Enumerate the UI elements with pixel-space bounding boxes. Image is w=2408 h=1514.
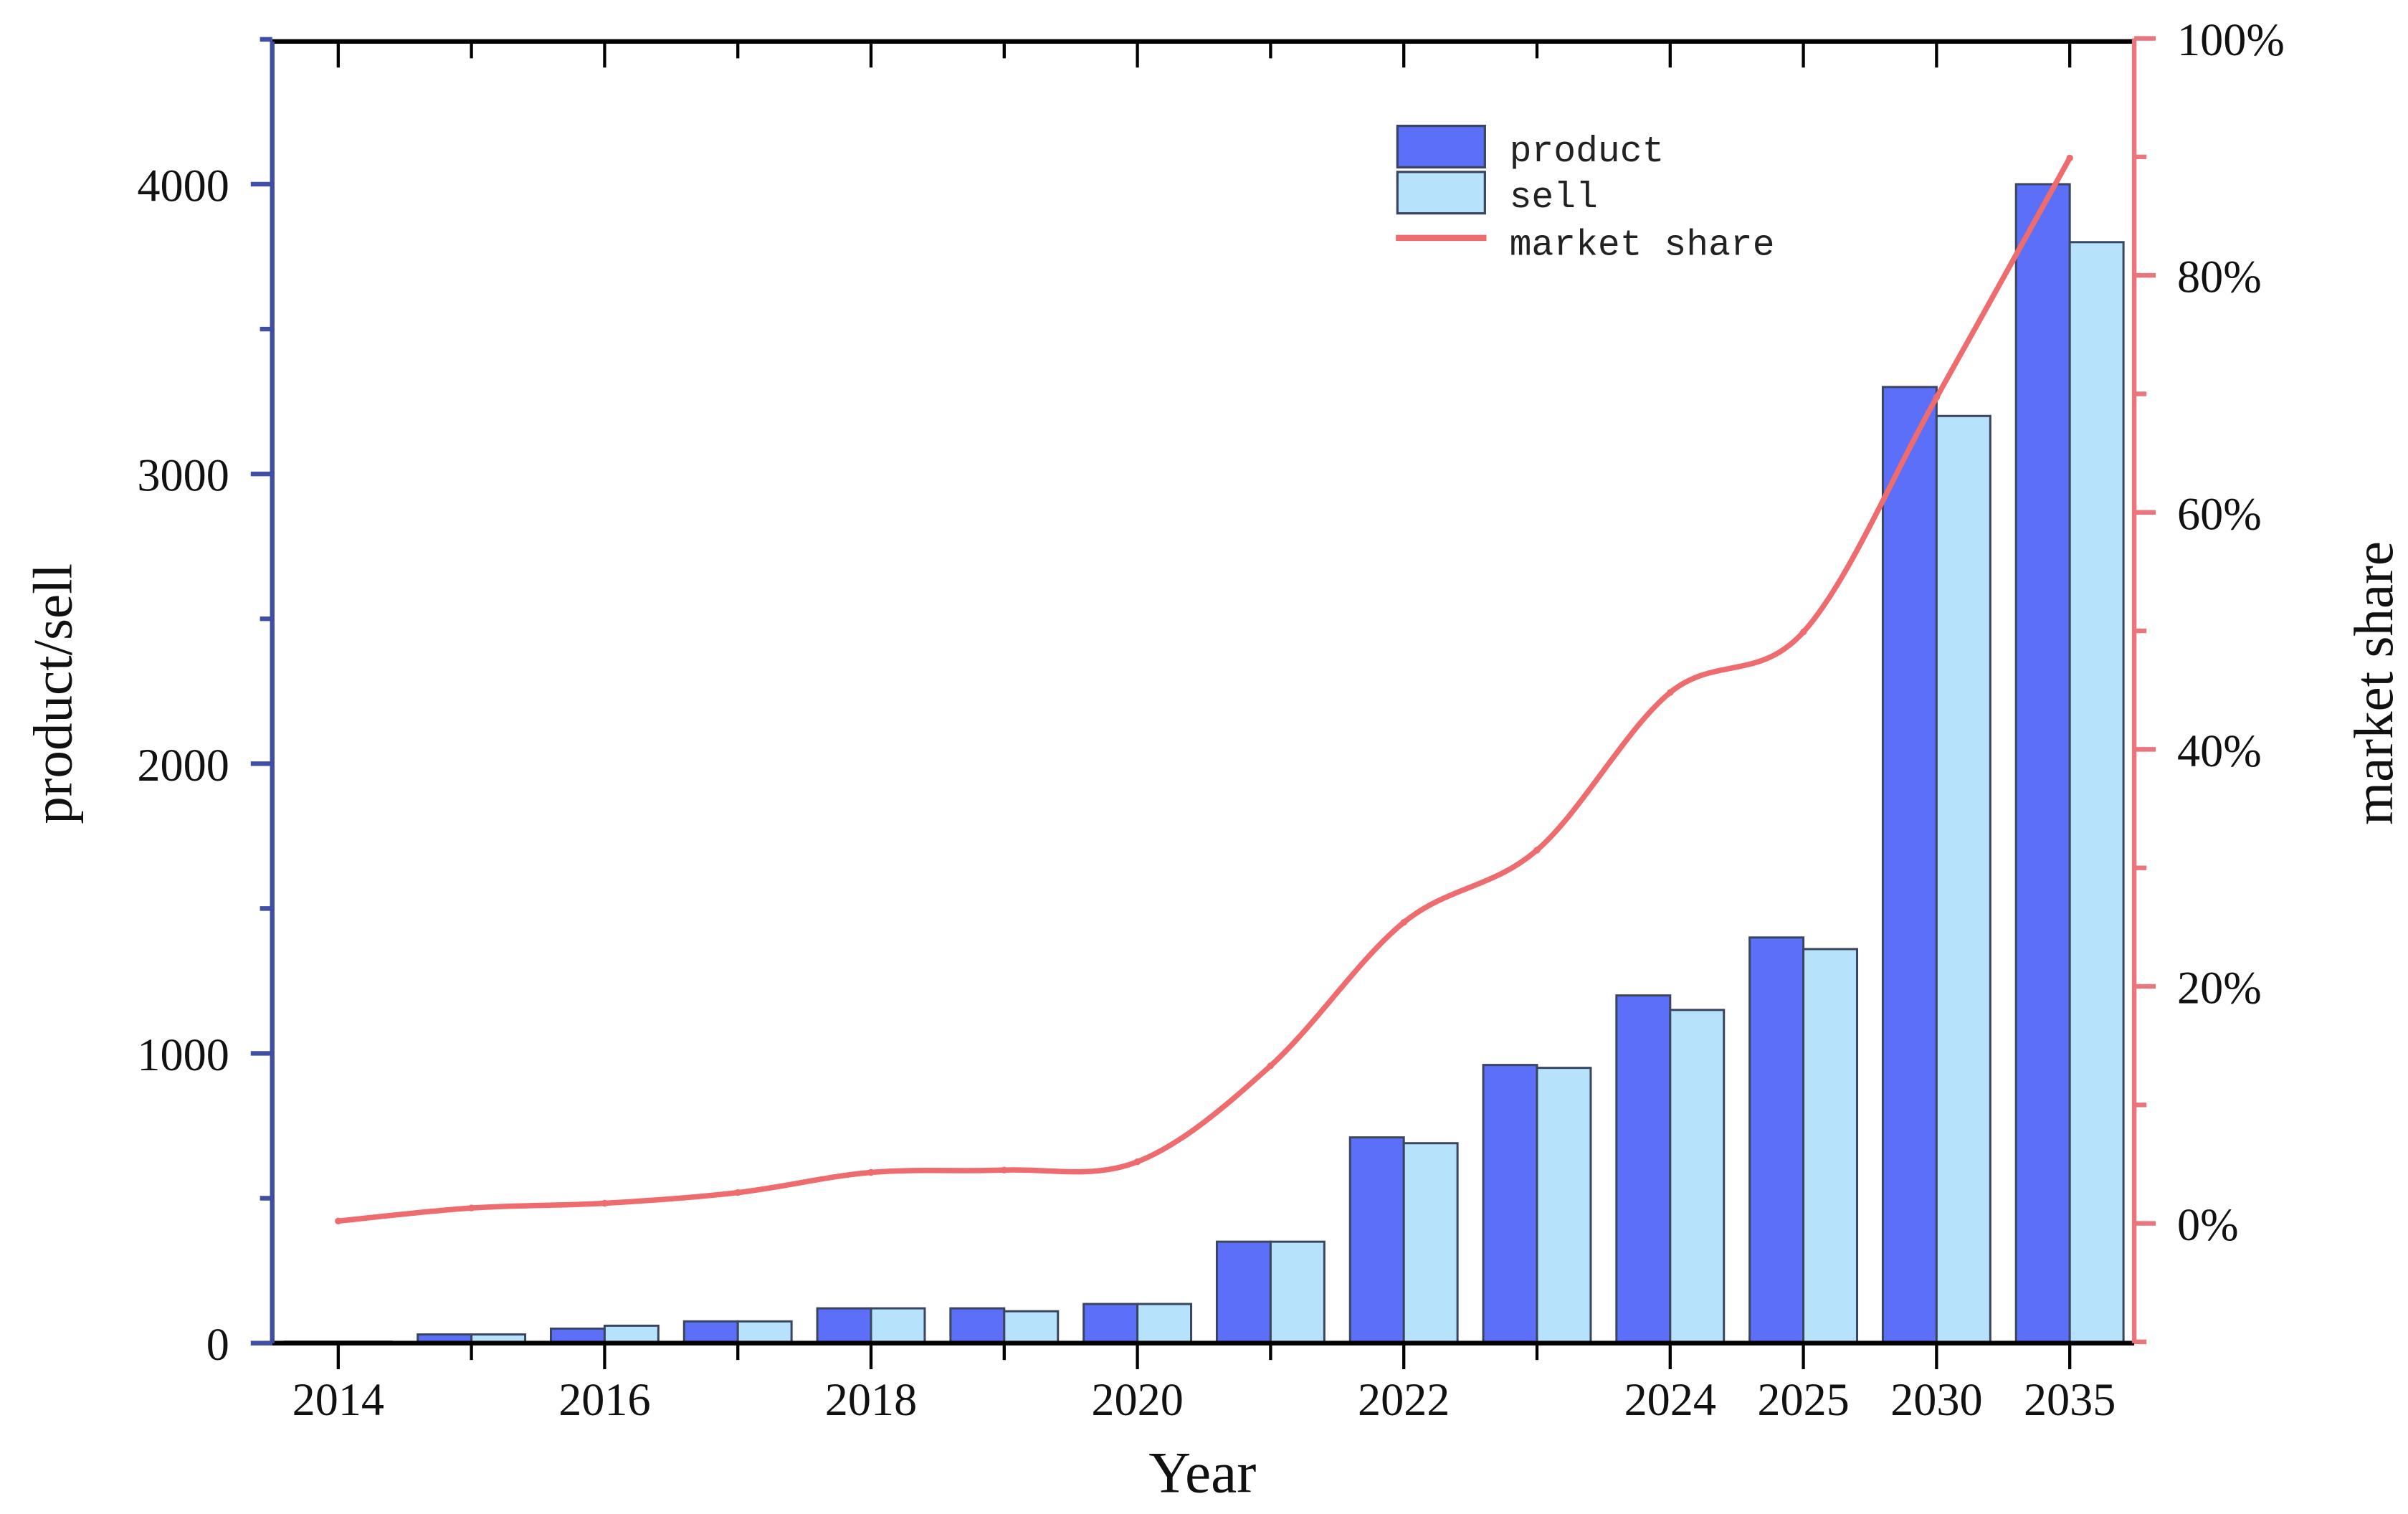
x-tick-label: 2035: [2024, 1374, 2116, 1425]
bar-sell-2030: [1935, 414, 1991, 1345]
legend-label-sell: sell: [1510, 177, 1598, 219]
bar-product-2022: [1348, 1136, 1405, 1345]
market-share-point-2022: [1400, 918, 1407, 926]
x-tick-label: 2022: [1358, 1374, 1450, 1425]
left-tick-label: 4000: [137, 161, 229, 211]
x-tick-label: 2020: [1091, 1374, 1183, 1425]
x-tick-label: 2016: [558, 1374, 650, 1425]
bar-product-2018: [816, 1307, 872, 1345]
bar-product-2020: [1082, 1303, 1139, 1345]
left-y-axis-title: product/sell: [22, 563, 83, 824]
market-share-point-2018: [867, 1168, 875, 1176]
left-tick-label: 2000: [137, 740, 229, 791]
market-share-line: [338, 156, 2073, 1224]
right-tick-label: 80%: [2177, 252, 2262, 303]
market-share-line-layer: [335, 154, 2073, 1224]
bar-sell-2023: [1536, 1067, 1592, 1345]
right-y-axis: 0% 20% 40% 60% 80% 100%: [2131, 14, 2285, 1345]
bar-product-2021: [1215, 1240, 1272, 1345]
bar-sell-2021: [1269, 1240, 1326, 1345]
market-share-point-2030: [1933, 394, 1941, 401]
bar-product-2025: [1748, 936, 1805, 1345]
market-share-point-2014: [335, 1217, 342, 1224]
bars-layer: [283, 183, 2125, 1345]
legend-swatch-sell: [1396, 171, 1486, 215]
right-y-axis-title: market share: [2343, 541, 2404, 825]
market-share-point-2019: [1001, 1166, 1008, 1173]
legend-label-market-share: market share: [1510, 224, 1775, 266]
right-tick-label: 100%: [2177, 14, 2285, 65]
bar-product-2024: [1615, 994, 1672, 1345]
x-axis: 2014 2016 2018 2020 2022 2024 2025 2030 2035: [292, 41, 2116, 1425]
bar-sell-2016: [603, 1324, 660, 1345]
market-share-point-2015: [467, 1204, 475, 1211]
left-tick-label: 0: [206, 1319, 229, 1370]
x-tick-label: 2024: [1624, 1374, 1716, 1425]
legend-swatch-product: [1396, 124, 1486, 169]
market-share-point-2017: [734, 1189, 741, 1196]
x-axis-title: Year: [1148, 1439, 1256, 1505]
legend-label-product: product: [1510, 131, 1665, 173]
x-tick-label: 2014: [292, 1374, 384, 1425]
bar-sell-2024: [1669, 1009, 1726, 1345]
market-share-point-2035: [2066, 154, 2073, 162]
market-share-point-2024: [1667, 689, 1674, 696]
market-share-point-2023: [1533, 847, 1541, 854]
bar-sell-2020: [1136, 1303, 1193, 1345]
bar-sell-2018: [870, 1307, 926, 1345]
bar-product-2019: [949, 1307, 1006, 1345]
bar-sell-2025: [1802, 948, 1859, 1345]
plot-frame: [272, 39, 2135, 1346]
right-tick-label: 0%: [2177, 1199, 2239, 1250]
left-y-axis: 0 1000 2000 3000 4000: [137, 37, 275, 1370]
bar-sell-2022: [1402, 1142, 1459, 1345]
bar-product-2035: [2014, 183, 2071, 1345]
right-tick-label: 20%: [2177, 963, 2262, 1014]
bar-sell-2035: [2068, 241, 2125, 1345]
market-share-point-2016: [601, 1199, 609, 1207]
bar-product-2017: [682, 1320, 739, 1345]
bar-sell-2017: [736, 1320, 793, 1345]
x-tick-label: 2025: [1757, 1374, 1849, 1425]
bar-product-2023: [1482, 1064, 1538, 1345]
market-share-point-2021: [1267, 1062, 1275, 1070]
x-tick-label: 2018: [825, 1374, 917, 1425]
x-tick-label: 2030: [1890, 1374, 1982, 1425]
bar-sell-2019: [1003, 1310, 1060, 1345]
left-tick-label: 3000: [137, 450, 229, 501]
legend: product sell market share: [1396, 124, 1775, 266]
left-tick-label: 1000: [137, 1029, 229, 1080]
market-share-point-2020: [1133, 1158, 1141, 1166]
bar-product-2030: [1881, 386, 1938, 1345]
right-tick-label: 60%: [2177, 488, 2262, 539]
right-tick-label: 40%: [2177, 725, 2262, 776]
market-share-point-2025: [1799, 629, 1807, 636]
